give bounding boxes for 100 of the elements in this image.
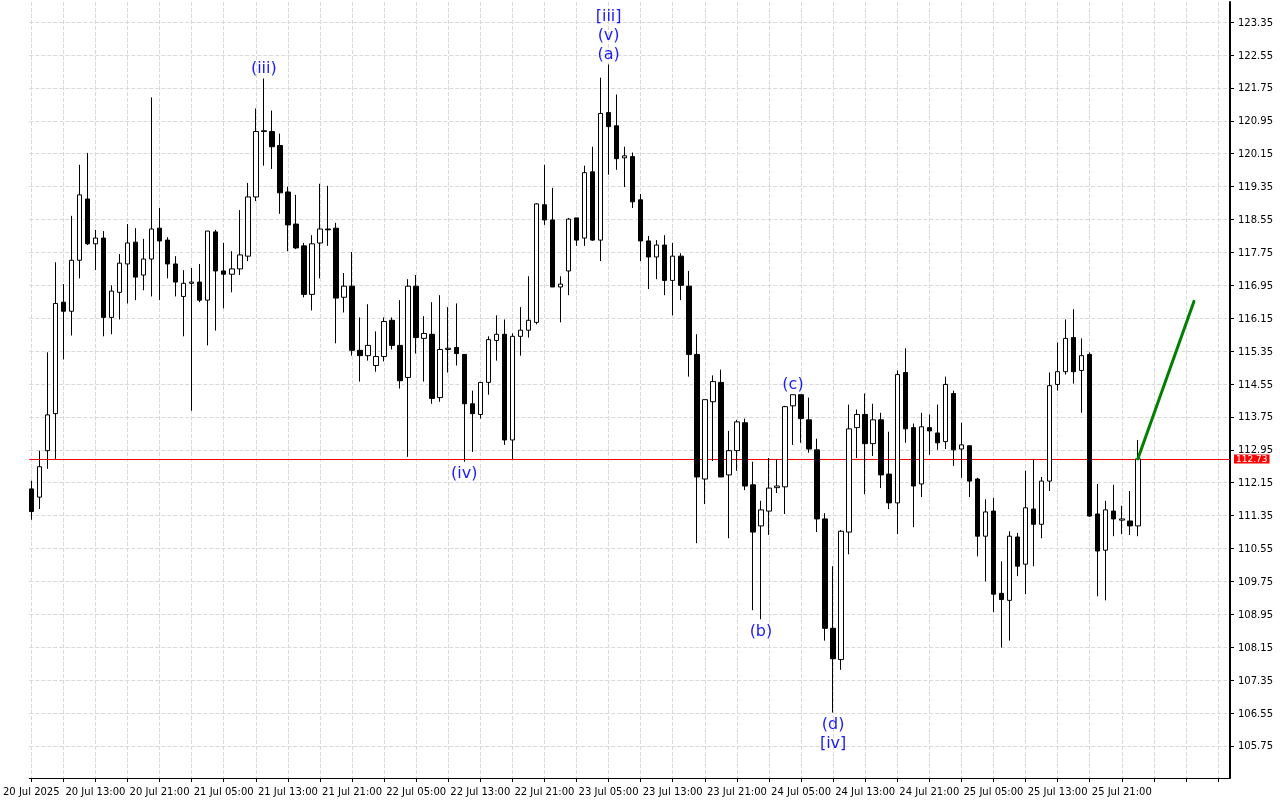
candlestick xyxy=(1023,470,1028,595)
candlestick xyxy=(822,512,828,642)
candlestick xyxy=(93,229,98,271)
annotation: (v) xyxy=(597,25,620,45)
candlestick xyxy=(365,303,371,362)
candlestick xyxy=(758,500,764,620)
candlestick xyxy=(638,193,643,262)
candlestick xyxy=(389,316,395,350)
candlestick xyxy=(975,477,980,557)
candlestick xyxy=(614,94,619,171)
candlestick xyxy=(37,450,42,510)
candlestick xyxy=(526,275,531,339)
x-tick-label: 24 Jul 21:00 xyxy=(899,785,960,797)
candlestick xyxy=(542,164,547,226)
candlestick xyxy=(1119,505,1125,535)
candlestick xyxy=(478,381,483,420)
candlestick xyxy=(1055,342,1060,392)
candlestick xyxy=(101,230,106,337)
candlestick xyxy=(494,314,499,362)
candlestick xyxy=(590,146,595,242)
annotation: (b) xyxy=(749,620,773,640)
candlestick xyxy=(470,390,475,453)
candlestick xyxy=(1087,351,1092,518)
ref-line-label: 112.73 xyxy=(1236,453,1268,464)
candlestick xyxy=(85,152,90,246)
candlestick xyxy=(213,229,218,332)
candlestick xyxy=(919,412,924,498)
candlestick xyxy=(109,284,114,335)
x-tick-label: 22 Jul 13:00 xyxy=(450,785,511,797)
candlestick xyxy=(277,133,283,215)
candlestick xyxy=(951,390,956,467)
candlestick xyxy=(606,64,611,176)
candlestick xyxy=(205,230,210,346)
candlestick xyxy=(141,238,146,291)
y-tick-label: 110.55 xyxy=(1238,543,1273,555)
y-tick-label: 112.15 xyxy=(1238,477,1273,489)
candlestick xyxy=(838,529,844,671)
y-tick-label: 112.95 xyxy=(1238,444,1273,456)
candlestick xyxy=(1007,530,1012,642)
x-tick-label: 23 Jul 13:00 xyxy=(642,785,703,797)
candlestick xyxy=(983,498,988,582)
candlestick xyxy=(349,251,355,357)
annotation: (iv) xyxy=(451,463,478,483)
x-tick-label: 25 Jul 13:00 xyxy=(1027,785,1088,797)
candlestick xyxy=(445,306,451,374)
candlestick xyxy=(229,250,235,293)
candlestick xyxy=(742,418,748,491)
candlestick xyxy=(189,267,194,412)
candlestick xyxy=(999,560,1004,649)
candlestick xyxy=(157,207,162,301)
candlestick xyxy=(413,274,419,355)
y-tick-label: 120.95 xyxy=(1238,115,1273,127)
candlestick xyxy=(534,202,539,325)
y-tick-label: 121.75 xyxy=(1238,82,1273,94)
candlestick xyxy=(421,315,427,383)
candlestick xyxy=(29,480,34,521)
candlestick xyxy=(373,330,379,373)
candlestick xyxy=(646,235,651,290)
candlestick xyxy=(61,283,66,360)
x-tick-label: 21 Jul 13:00 xyxy=(257,785,318,797)
x-tick-label: 24 Jul 13:00 xyxy=(835,785,896,797)
y-tick-label: 122.55 xyxy=(1238,49,1273,61)
y-tick-label: 107.35 xyxy=(1238,674,1273,686)
candlestick xyxy=(774,459,780,494)
candlestick xyxy=(1127,490,1133,536)
candlestick xyxy=(654,239,659,280)
x-tick-label: 21 Jul 05:00 xyxy=(193,785,254,797)
candlestick xyxy=(381,316,387,362)
candlestick xyxy=(221,242,226,309)
candlestick xyxy=(1111,484,1116,537)
y-tick-label: 116.15 xyxy=(1238,312,1273,324)
candlestick xyxy=(702,399,708,505)
candlestick xyxy=(454,302,459,367)
candlestick xyxy=(943,376,948,450)
candlestick xyxy=(269,110,275,170)
candlestick xyxy=(886,431,892,510)
annotation: (iii) xyxy=(250,57,277,77)
candlestick xyxy=(582,165,587,247)
x-tick-label: 25 Jul 05:00 xyxy=(963,785,1024,797)
annotation: (c) xyxy=(782,374,804,394)
x-tick-label: 23 Jul 21:00 xyxy=(706,785,767,797)
candlestick xyxy=(69,215,74,337)
candlestick xyxy=(1103,500,1108,601)
y-tick-label: 115.35 xyxy=(1238,345,1273,357)
candlestick xyxy=(846,404,852,555)
candlestick xyxy=(1079,337,1084,414)
x-tick-label: 22 Jul 05:00 xyxy=(386,785,447,797)
candlestick xyxy=(806,397,812,454)
candlestick xyxy=(117,253,122,320)
candlestick xyxy=(253,108,259,202)
x-tick-label: 24 Jul 05:00 xyxy=(771,785,832,797)
candlestick xyxy=(790,394,796,446)
annotation: [iii] xyxy=(595,6,622,26)
candlestick xyxy=(678,252,684,301)
candlestick xyxy=(437,294,443,403)
candlestick xyxy=(173,255,178,297)
candlestick xyxy=(766,457,772,536)
candlestick xyxy=(726,430,732,539)
candlestick xyxy=(782,405,788,515)
candlestick xyxy=(734,419,740,472)
